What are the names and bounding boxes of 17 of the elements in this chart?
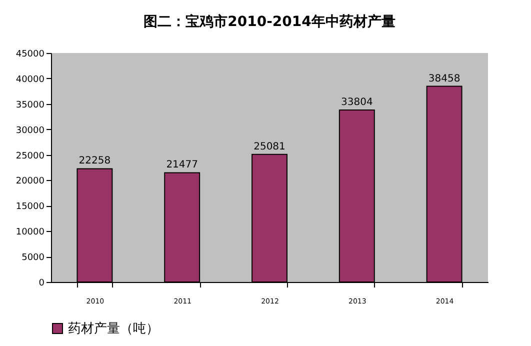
y-tick-label: 15000 <box>16 202 45 212</box>
y-tick-label: 20000 <box>16 176 45 187</box>
data-label: 25081 <box>254 141 286 152</box>
y-tick-label: 45000 <box>16 50 45 60</box>
data-label: 21477 <box>166 160 198 171</box>
chart-title: 图二：宝鸡市2010-2014年中药材产量 <box>144 13 396 30</box>
y-tick-label: 10000 <box>16 228 45 238</box>
y-tick-label: 25000 <box>16 151 45 162</box>
y-tick-label: 30000 <box>16 126 45 136</box>
y-tick-label: 35000 <box>16 100 45 110</box>
y-tick-label: 5000 <box>22 253 45 264</box>
data-label: 33804 <box>340 96 373 108</box>
data-label: 38458 <box>428 73 460 84</box>
y-tick-label: 0 <box>38 278 45 288</box>
y-tick-label: 40000 <box>16 74 45 85</box>
legend-label: 药材产量（吨） <box>68 322 159 336</box>
data-label: 22258 <box>78 156 111 167</box>
